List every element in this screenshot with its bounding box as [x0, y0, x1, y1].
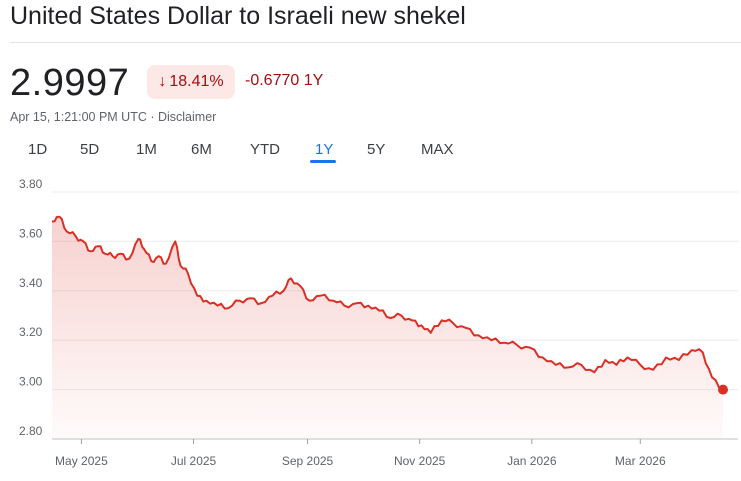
- price-line: [51, 215, 724, 391]
- tab-1m[interactable]: 1M: [136, 141, 157, 158]
- y-axis-labels: 3.80 3.60 3.40 3.20 3.00 2.80: [19, 177, 43, 438]
- current-price: 2.9997: [10, 62, 130, 104]
- x-tick-label: Mar 2026: [615, 454, 666, 468]
- price-area: [52, 216, 723, 439]
- page-title: United States Dollar to Israeli new shek…: [10, 2, 466, 30]
- price-chart[interactable]: 3.80 3.60 3.40 3.20 3.00 2.80 May 2025 Jul 202…: [0, 175, 741, 481]
- tab-5d[interactable]: 5D: [80, 141, 100, 158]
- tab-5y[interactable]: 5Y: [367, 141, 386, 158]
- y-tick-label: 3.80: [19, 177, 43, 191]
- tab-1d[interactable]: 1D: [28, 141, 48, 158]
- arrow-down-icon: ↓: [158, 73, 167, 90]
- x-tick-label: Nov 2025: [394, 454, 446, 468]
- x-tick-label: Jul 2025: [171, 454, 217, 468]
- range-tabs: 1D 5D 1M 6M YTD 1Y 5Y MAX: [0, 138, 480, 168]
- y-tick-label: 2.80: [19, 424, 43, 438]
- y-tick-label: 3.00: [19, 375, 43, 389]
- current-price-dot: [718, 384, 728, 395]
- change-percent: 18.41%: [169, 73, 224, 90]
- change-percent-badge: ↓ 18.41%: [147, 65, 235, 99]
- y-tick-label: 3.60: [19, 226, 43, 240]
- x-tick-label: Jan 2026: [507, 454, 557, 468]
- x-tick-label: Sep 2025: [282, 454, 334, 468]
- y-tick-label: 3.20: [19, 325, 43, 339]
- change-value: -0.6770 1Y: [245, 72, 324, 89]
- tab-6m[interactable]: 6M: [191, 141, 212, 158]
- active-tab-indicator: [310, 160, 336, 163]
- header-divider: [10, 42, 741, 43]
- quote-timestamp: Apr 15, 1:21:00 PM UTC · Disclaimer: [10, 110, 217, 124]
- tab-ytd[interactable]: YTD: [250, 141, 280, 158]
- tab-max[interactable]: MAX: [421, 141, 454, 158]
- y-tick-label: 3.40: [19, 276, 43, 290]
- x-axis: May 2025 Jul 2025 Sep 2025 Nov 2025 Jan 2026…: [55, 439, 666, 468]
- x-tick-label: May 2025: [55, 454, 108, 468]
- tab-1y[interactable]: 1Y: [315, 141, 334, 158]
